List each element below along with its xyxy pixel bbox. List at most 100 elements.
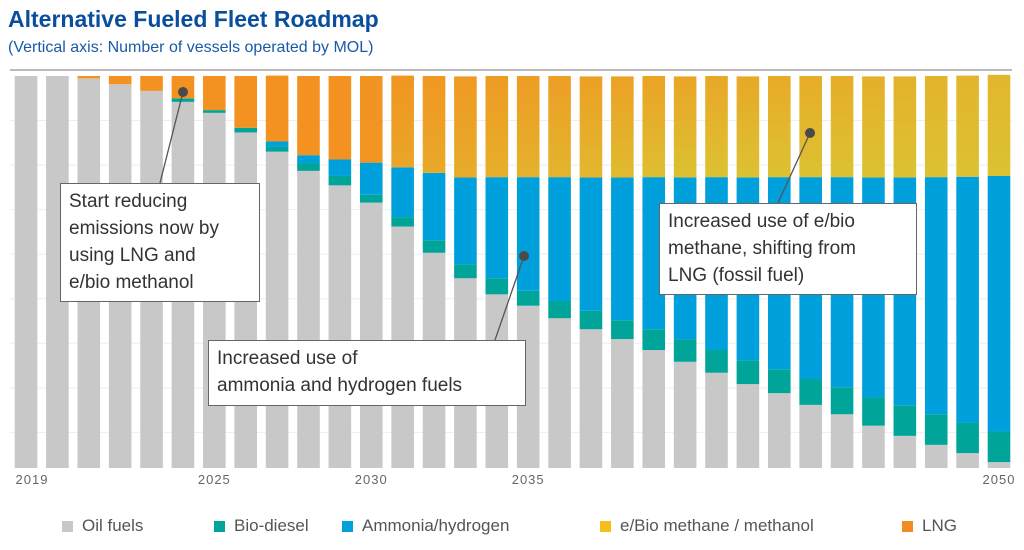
- bar-oil-fuels-2030: [359, 202, 383, 468]
- bar-lng-methane-2039: [642, 76, 666, 178]
- legend-label: LNG: [922, 516, 957, 535]
- bar-lng-methane-2048: [924, 76, 948, 178]
- annotation-pointer: [777, 132, 811, 204]
- legend-item-lng: LNG: [902, 516, 957, 536]
- bar-oil-fuels-2043: [767, 393, 791, 468]
- bar-lng-methane-2034: [485, 76, 509, 178]
- bar-oil-fuels-2049: [956, 453, 979, 468]
- bar-oil-fuels-2046: [862, 425, 885, 468]
- bar-lng-methane-2044: [799, 76, 822, 178]
- legend-swatch: [342, 520, 353, 532]
- bar-ammonia-hydrogen-2038: [611, 177, 634, 321]
- legend-swatch: [62, 520, 73, 532]
- bar-lng-methane-2030: [359, 76, 383, 163]
- chart-subtitle: (Vertical axis: Number of vessels operat…: [8, 39, 374, 56]
- bar-ammonia-hydrogen-2033: [454, 177, 477, 265]
- bar-ammonia-hydrogen-2034: [485, 177, 509, 279]
- x-tick-label: 2019: [16, 472, 49, 487]
- bar-oil-fuels-2029: [328, 185, 352, 469]
- bar-lng-methane-2041: [705, 76, 728, 178]
- bar-lng-methane-2035: [516, 76, 540, 178]
- bar-oil-fuels-2045: [830, 414, 854, 468]
- bar-oil-fuels-2038: [611, 339, 634, 468]
- bar-bio-diesel-2033: [454, 264, 477, 279]
- bar-bio-diesel-2030: [359, 194, 383, 203]
- x-tick-label: 2035: [512, 472, 545, 487]
- annotation-line: emissions now by: [69, 218, 219, 239]
- bar-lng-methane-2046: [862, 76, 885, 178]
- bar-lng-methane-2050: [987, 74, 1011, 176]
- bar-bio-diesel-2046: [862, 397, 885, 426]
- bar-ammonia-hydrogen-2048: [924, 177, 948, 415]
- bar-bio-diesel-2041: [705, 350, 728, 373]
- bar-lng-methane-2049: [956, 75, 979, 177]
- x-tick-label: 2025: [198, 472, 231, 487]
- legend-label: Bio-diesel: [234, 516, 309, 535]
- chart-title: Alternative Fueled Fleet Roadmap: [8, 6, 379, 32]
- bar-lng-methane-2023: [140, 76, 163, 91]
- bar-lng-methane-2028: [297, 76, 320, 156]
- bar-bio-diesel-2031: [391, 217, 414, 227]
- bar-oil-fuels-2050: [987, 462, 1011, 468]
- bar-bio-diesel-2045: [830, 387, 854, 415]
- annotation-bio-methane: Increased use of e/bio methane, shifting…: [659, 203, 917, 295]
- annotation-line: Start reducing: [69, 191, 188, 212]
- x-tick-label: 2030: [355, 472, 388, 487]
- legend-item-biodiesel: Bio-diesel: [214, 516, 309, 536]
- bar-bio-diesel-2050: [987, 431, 1011, 463]
- bar-oil-fuels-2039: [642, 350, 666, 468]
- bar-lng-methane-2031: [391, 75, 414, 168]
- legend-item-oil: Oil fuels: [62, 516, 143, 536]
- bar-bio-diesel-2048: [924, 414, 948, 445]
- bar-bio-diesel-2032: [422, 240, 446, 253]
- bar-bio-diesel-2049: [956, 422, 979, 454]
- bar-oil-fuels-2037: [579, 329, 603, 468]
- bar-ammonia-hydrogen-2049: [956, 176, 979, 423]
- annotation-line: ammonia and hydrogen fuels: [217, 375, 463, 396]
- bar-oil-fuels-2048: [924, 444, 948, 468]
- annotation-line: using LNG and: [69, 245, 196, 266]
- annotation-pointer: [494, 255, 525, 341]
- bar-lng-methane-2021: [77, 76, 101, 79]
- legend-label: Ammonia/hydrogen: [362, 516, 510, 535]
- bar-ammonia-hydrogen-2037: [579, 177, 603, 311]
- bar-lng-methane-2043: [767, 76, 791, 178]
- annotation-line: methane, shifting from: [668, 238, 856, 259]
- bar-oil-fuels-2020: [46, 76, 69, 468]
- bar-lng-methane-2027: [265, 75, 289, 142]
- bar-lng-methane-2047: [893, 76, 917, 178]
- bar-lng-methane-2037: [579, 76, 603, 178]
- bar-bio-diesel-2024: [171, 98, 195, 102]
- bar-oil-fuels-2027: [265, 151, 289, 468]
- annotation-line: e/bio methanol: [69, 272, 194, 293]
- bar-bio-diesel-2028: [297, 163, 320, 171]
- bar-oil-fuels-2019: [14, 76, 38, 468]
- annotation-dot: [519, 251, 529, 261]
- legend-label: Oil fuels: [82, 516, 144, 535]
- bar-ammonia-hydrogen-2028: [297, 155, 320, 164]
- bar-ammonia-hydrogen-2031: [391, 167, 414, 218]
- legend-swatch: [214, 520, 225, 532]
- bar-bio-diesel-2035: [516, 290, 540, 306]
- annotation-dot: [805, 128, 815, 138]
- bar-oil-fuels-2036: [548, 318, 571, 468]
- bar-bio-diesel-2036: [548, 301, 571, 319]
- bar-ammonia-hydrogen-2032: [422, 172, 446, 241]
- bar-oil-fuels-2047: [893, 435, 917, 468]
- x-tick-label: 2050: [983, 472, 1016, 487]
- bar-bio-diesel-2039: [642, 329, 666, 351]
- bar-bio-diesel-2047: [893, 405, 917, 436]
- bar-ammonia-hydrogen-2029: [328, 159, 352, 176]
- legend-item-methane: e/Bio methane / methanol: [600, 516, 814, 536]
- bar-ammonia-hydrogen-2027: [265, 141, 289, 147]
- bar-lng-methane-2022: [108, 76, 132, 85]
- annotation-line: LNG (fossil fuel): [668, 265, 805, 286]
- legend-label: e/Bio methane / methanol: [620, 516, 814, 535]
- bar-lng-methane-2042: [736, 76, 760, 178]
- annotation-line: Increased use of e/bio: [668, 211, 855, 232]
- bar-bio-diesel-2042: [736, 360, 760, 385]
- bar-bio-diesel-2043: [767, 369, 791, 394]
- bar-bio-diesel-2034: [485, 278, 509, 295]
- bar-lng-methane-2026: [234, 76, 258, 128]
- bar-bio-diesel-2037: [579, 310, 603, 330]
